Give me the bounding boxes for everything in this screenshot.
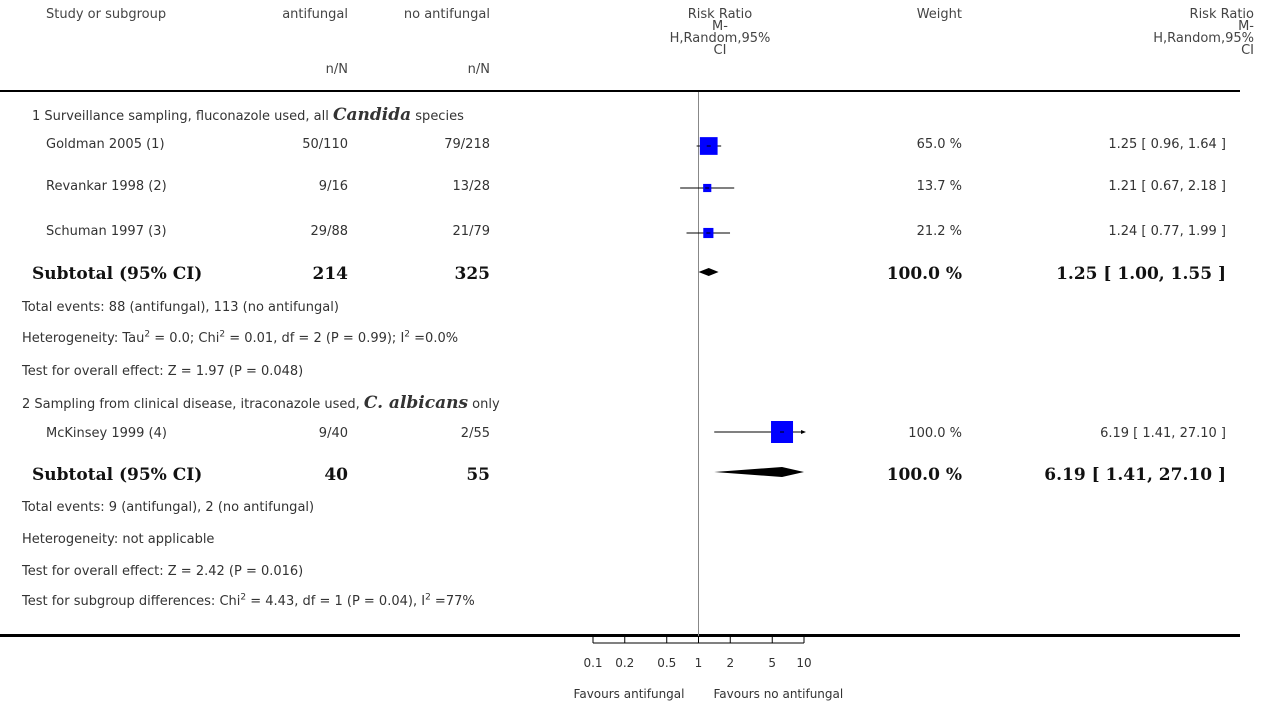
study-name: Goldman 2005 (1) bbox=[46, 137, 165, 152]
header-rr-plot-line1: Risk Ratio bbox=[687, 7, 753, 22]
x-tick-label: 0.5 bbox=[657, 656, 676, 670]
total-events: Total events: 9 (antifungal), 2 (no anti… bbox=[22, 500, 315, 515]
subgroup-diff-b: = 4.43, df = 1 (P = 0.04), I bbox=[246, 594, 426, 609]
subtotal-diamond bbox=[714, 467, 804, 477]
subtotal-n2: 55 bbox=[466, 465, 490, 485]
study-weight: 65.0 % bbox=[916, 137, 962, 152]
study-name: Schuman 1997 (3) bbox=[46, 224, 167, 239]
heterogeneity: Heterogeneity: not applicable bbox=[22, 532, 215, 547]
header-rr-text-line4: CI bbox=[1241, 43, 1254, 58]
study-ci: 1.25 [ 0.96, 1.64 ] bbox=[1108, 137, 1226, 152]
study-n2: 13/28 bbox=[452, 179, 490, 194]
study-weight: 13.7 % bbox=[916, 179, 962, 194]
group-1-title-post: species bbox=[411, 109, 464, 124]
group-2-title-species: C. albicans bbox=[363, 393, 469, 413]
overall-effect: Test for overall effect: Z = 1.97 (P = 0… bbox=[22, 364, 304, 379]
x-tick-label: 0.2 bbox=[615, 656, 634, 670]
header-weight: Weight bbox=[916, 7, 962, 22]
study-n1: 50/110 bbox=[302, 137, 348, 152]
group-2-title: 2 Sampling from clinical disease, itraco… bbox=[22, 393, 500, 413]
header-nn-2: n/N bbox=[467, 62, 490, 77]
favours-left-label: Favours antifungal bbox=[574, 687, 685, 701]
sup-2: 2 bbox=[425, 592, 431, 603]
sup-2: 2 bbox=[144, 329, 151, 340]
subtotal-label: Subtotal (95% CI) bbox=[32, 264, 203, 284]
subgroup-diff-c: =77% bbox=[430, 594, 475, 609]
favours-right-label: Favours no antifungal bbox=[714, 687, 844, 701]
subtotal-diamond bbox=[698, 268, 719, 276]
total-events: Total events: 88 (antifungal), 113 (no a… bbox=[22, 300, 339, 315]
study-n2: 2/55 bbox=[460, 426, 490, 441]
het-part-b: = 0.0; Chi bbox=[150, 331, 220, 346]
header-antifungal: antifungal bbox=[282, 7, 348, 22]
subtotal-n1: 214 bbox=[312, 264, 349, 284]
study-n2: 79/218 bbox=[444, 137, 490, 152]
study-ci: 1.21 [ 0.67, 2.18 ] bbox=[1108, 179, 1226, 194]
header-rr-plot-line2: M- bbox=[712, 19, 728, 34]
header-rr-plot-line3: H,Random,95% bbox=[669, 31, 771, 46]
het-part-d: =0.0% bbox=[410, 331, 459, 346]
study-name: McKinsey 1999 (4) bbox=[46, 426, 167, 441]
header-rr-text-line1: Risk Ratio bbox=[1189, 7, 1254, 22]
study-ci: 6.19 [ 1.41, 27.10 ] bbox=[1100, 426, 1226, 441]
sup-2: 2 bbox=[240, 592, 247, 603]
subgroup-differences: Test for subgroup differences: Chi2 = 4.… bbox=[22, 592, 475, 609]
x-tick-label: 0.1 bbox=[583, 656, 602, 670]
subgroup-diff-a: Test for subgroup differences: Chi bbox=[22, 594, 241, 609]
bottom-rule bbox=[0, 634, 1240, 637]
subtotal-weight: 100.0 % bbox=[886, 264, 962, 284]
subtotal-ci: 1.25 [ 1.00, 1.55 ] bbox=[1056, 264, 1226, 284]
x-tick-label: 5 bbox=[768, 656, 776, 670]
header-rule bbox=[0, 90, 1240, 92]
het-part-c: = 0.01, df = 2 (P = 0.99); I bbox=[225, 331, 405, 346]
header-rr-plot: Risk Ratio M- H,Random,95% CI bbox=[650, 7, 790, 58]
header-rr-text: Risk Ratio M- H,Random,95% CI bbox=[1100, 7, 1254, 58]
group-1-title-species: Candida bbox=[333, 105, 412, 125]
study-ci: 1.24 [ 0.77, 1.99 ] bbox=[1108, 224, 1226, 239]
group-1-title-pre: 1 Surveillance sampling, fluconazole use… bbox=[32, 109, 333, 124]
het-part-a: Heterogeneity: Tau bbox=[22, 331, 145, 346]
sup-2: 2 bbox=[219, 329, 226, 340]
header-nn-1: n/N bbox=[325, 62, 348, 77]
study-weight: 21.2 % bbox=[916, 224, 962, 239]
study-n1: 9/40 bbox=[318, 426, 348, 441]
group-2-title-post: only bbox=[468, 397, 500, 412]
header-rr-plot-line4: CI bbox=[713, 43, 727, 58]
header-rr-text-line3: H,Random,95% bbox=[1153, 31, 1254, 46]
group-2-title-pre: 2 Sampling from clinical disease, itraco… bbox=[22, 397, 364, 412]
ci-arrow bbox=[801, 430, 806, 434]
sup-2: 2 bbox=[404, 329, 411, 340]
header-no-antifungal: no antifungal bbox=[403, 7, 490, 22]
x-tick-label: 1 bbox=[695, 656, 703, 670]
subtotal-ci: 6.19 [ 1.41, 27.10 ] bbox=[1044, 465, 1226, 485]
subtotal-n1: 40 bbox=[324, 465, 348, 485]
study-n1: 29/88 bbox=[310, 224, 348, 239]
study-n1: 9/16 bbox=[318, 179, 348, 194]
heterogeneity: Heterogeneity: Tau2 = 0.0; Chi2 = 0.01, … bbox=[22, 329, 459, 346]
subtotal-weight: 100.0 % bbox=[886, 465, 962, 485]
subtotal-n2: 325 bbox=[454, 264, 491, 284]
overall-effect: Test for overall effect: Z = 2.42 (P = 0… bbox=[22, 564, 304, 579]
subtotal-label: Subtotal (95% CI) bbox=[32, 465, 203, 485]
study-name: Revankar 1998 (2) bbox=[46, 179, 167, 194]
header-rr-text-line2: M- bbox=[1238, 19, 1254, 34]
header-study: Study or subgroup bbox=[46, 7, 167, 22]
study-weight: 100.0 % bbox=[908, 426, 962, 441]
x-tick-label: 10 bbox=[796, 656, 811, 670]
study-n2: 21/79 bbox=[452, 224, 490, 239]
group-1-title: 1 Surveillance sampling, fluconazole use… bbox=[32, 105, 464, 125]
x-tick-label: 2 bbox=[726, 656, 734, 670]
